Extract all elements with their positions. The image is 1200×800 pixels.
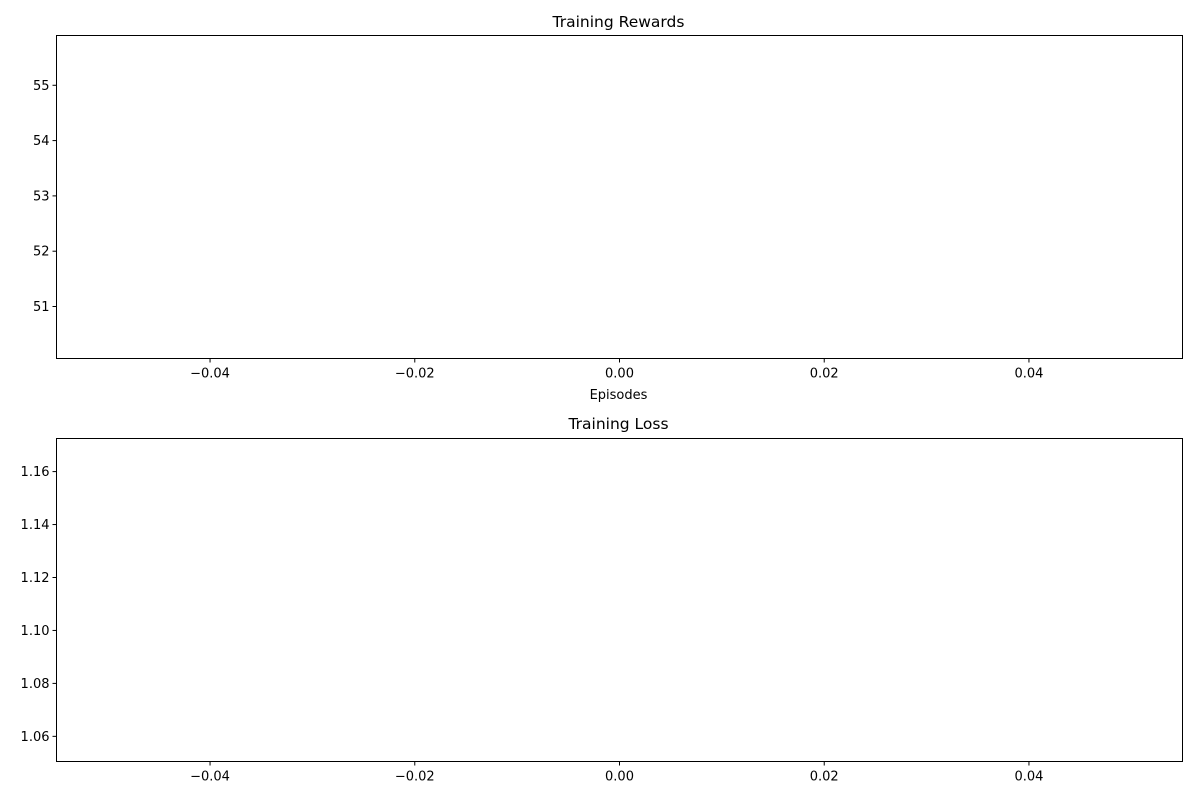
loss-y-tick-label: 1.06: [21, 730, 50, 745]
loss-subplot: Training Loss −0.04 −0.02 0.00 0.02 0.04 1.0…: [21, 415, 1183, 785]
loss-x-tick-label: 0.02: [810, 770, 839, 785]
rewards-x-tick-label: 0.02: [810, 367, 839, 382]
rewards-x-axis: −0.04 −0.02 0.00 0.02 0.04: [190, 358, 1043, 382]
loss-x-tick-label: −0.02: [395, 770, 435, 785]
loss-y-tick-label: 1.08: [21, 677, 50, 692]
loss-y-tick-label: 1.14: [21, 518, 50, 533]
rewards-y-axis: 51 52 53 54 55: [33, 79, 57, 315]
rewards-x-tick-label: 0.04: [1014, 367, 1043, 382]
loss-x-axis: −0.04 −0.02 0.00 0.02 0.04: [190, 761, 1043, 785]
rewards-x-axis-label: Episodes: [590, 388, 648, 403]
loss-title: Training Loss: [567, 415, 668, 433]
rewards-y-tick-label: 55: [33, 79, 50, 94]
rewards-y-tick-label: 51: [33, 300, 50, 315]
rewards-x-tick-label: 0.00: [605, 367, 634, 382]
rewards-y-tick-label: 52: [33, 245, 50, 260]
loss-y-tick-label: 1.12: [21, 571, 50, 586]
loss-y-axis: 1.06 1.08 1.10 1.12 1.14 1.16: [21, 465, 57, 745]
rewards-x-tick-label: −0.02: [395, 367, 435, 382]
rewards-y-tick-label: 53: [33, 189, 50, 204]
rewards-x-tick-label: −0.04: [190, 367, 230, 382]
loss-y-tick-label: 1.10: [21, 624, 50, 639]
rewards-y-tick-label: 54: [33, 134, 50, 149]
loss-x-tick-label: 0.04: [1014, 770, 1043, 785]
rewards-title: Training Rewards: [552, 13, 685, 31]
rewards-subplot: Training Rewards −0.04 −0.02 0.00 0.02 0.04 …: [33, 13, 1183, 403]
loss-y-tick-label: 1.16: [21, 465, 50, 480]
loss-x-tick-label: −0.04: [190, 770, 230, 785]
loss-x-tick-label: 0.00: [605, 770, 634, 785]
